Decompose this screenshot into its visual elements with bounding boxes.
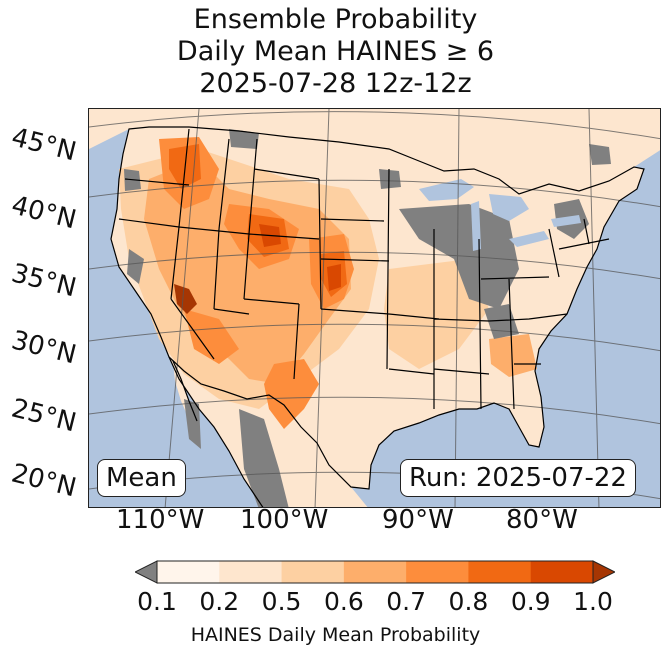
lat-label-35: 35°N	[8, 258, 80, 304]
lon-label-100: 100°W	[240, 505, 329, 535]
colorbar-segment	[406, 561, 469, 583]
great-lakes	[419, 179, 581, 251]
map-title: Ensemble Probability Daily Mean HAINES ≥…	[0, 4, 671, 100]
colorbar-segment	[530, 561, 594, 583]
colorbar-outline	[156, 560, 594, 584]
colorbar-label: HAINES Daily Mean Probability	[190, 624, 481, 646]
map-canvas	[89, 109, 660, 507]
lat-label-45: 45°N	[8, 122, 80, 168]
colorbar-segment	[281, 561, 345, 583]
lon-label-110: 110°W	[116, 505, 205, 535]
colorbar-segment	[219, 561, 283, 583]
country-borders	[168, 356, 264, 507]
title-line-3: 2025-07-28 12z-12z	[199, 68, 472, 99]
mean-label-box: Mean	[97, 459, 186, 497]
lat-label-25: 25°N	[8, 393, 80, 439]
title-line-2: Daily Mean HAINES ≥ 6	[176, 36, 495, 67]
colorbar-segment	[157, 561, 220, 583]
state-borders	[110, 126, 645, 490]
missing-data	[124, 129, 611, 507]
colorbar-segment	[468, 561, 532, 583]
colorbar	[135, 560, 615, 584]
lat-label-40: 40°N	[8, 190, 80, 236]
lat-label-20: 20°N	[8, 458, 80, 504]
run-label-box: Run: 2025-07-22	[400, 459, 636, 497]
lat-label-30: 30°N	[8, 325, 80, 371]
colorbar-tick-label: 0.8	[448, 587, 489, 616]
colorbar-tick-label: 0.1	[137, 587, 177, 616]
colorbar-tick-label: 0.7	[386, 587, 427, 616]
colorbar-tick-label: 1.0	[573, 587, 613, 616]
colorbar-tick-label: 0.5	[261, 587, 302, 616]
map-panel	[88, 108, 661, 508]
colorbar-tick-label: 0.6	[323, 587, 364, 616]
colorbar-over-triangle	[592, 560, 615, 584]
colorbar-segment	[343, 561, 407, 583]
colorbar-tick-label: 0.9	[510, 587, 551, 616]
title-line-1: Ensemble Probability	[193, 4, 478, 35]
colorbar-segments	[157, 561, 594, 583]
lon-label-90: 90°W	[382, 505, 454, 535]
colorbar-under-triangle	[135, 560, 158, 584]
colorbar-tick-label: 0.2	[199, 587, 240, 616]
lon-label-80: 80°W	[506, 505, 578, 535]
